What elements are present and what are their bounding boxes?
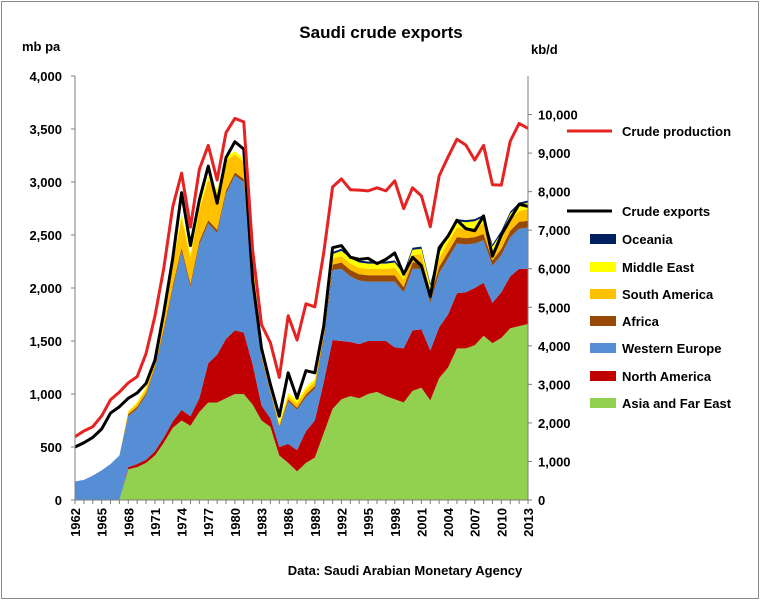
y-left-tick-label: 2,000 bbox=[29, 281, 62, 296]
legend-label-africa: Africa bbox=[622, 314, 660, 329]
y-left-tick-label: 0 bbox=[55, 493, 62, 508]
legend-label-oceania: Oceania bbox=[622, 232, 673, 247]
x-tick-label: 1980 bbox=[228, 508, 243, 537]
x-tick-label: 2010 bbox=[494, 508, 509, 537]
left-axis-unit: mb pa bbox=[22, 39, 61, 54]
y-right-tick-label: 2,000 bbox=[538, 416, 571, 431]
source-note: Data: Saudi Arabian Monetary Agency bbox=[288, 563, 523, 578]
line-crude-production bbox=[74, 116, 529, 439]
stacked-areas bbox=[75, 151, 528, 500]
legend-swatch-north-america bbox=[590, 371, 616, 381]
legend-label-crude-exports: Crude exports bbox=[622, 204, 710, 219]
legend-label-western-europe: Western Europe bbox=[622, 341, 721, 356]
x-tick-label: 2013 bbox=[521, 508, 536, 537]
x-tick-label: 2001 bbox=[414, 508, 429, 537]
x-tick-label: 1989 bbox=[308, 508, 323, 537]
y-left-tick-label: 3,000 bbox=[29, 175, 62, 190]
y-right-tick-label: 8,000 bbox=[538, 185, 571, 200]
x-tick-label: 1998 bbox=[388, 508, 403, 537]
right-axis-unit: kb/d bbox=[531, 42, 558, 57]
y-left-tick-label: 500 bbox=[40, 440, 62, 455]
legend: Crude production Crude exports Oceania Midd… bbox=[567, 124, 732, 411]
line-crude-exports bbox=[74, 140, 529, 449]
legend-label-asia-and-far-east: Asia and Far East bbox=[622, 396, 732, 411]
axes: 0 500 1,000 1,500 2,000 2,500 3,000 3,500 4,000 0… bbox=[29, 69, 577, 537]
x-tick-label: 2007 bbox=[468, 508, 483, 537]
legend-label-middle-east: Middle East bbox=[622, 260, 695, 275]
x-tick-label: 1977 bbox=[201, 508, 216, 537]
legend-label-north-america: North America bbox=[622, 369, 712, 384]
y-right-tick-label: 5,000 bbox=[538, 300, 571, 315]
line-series bbox=[74, 116, 529, 449]
chart-title: Saudi crude exports bbox=[299, 23, 462, 42]
legend-swatch-middle-east bbox=[590, 262, 616, 272]
x-tick-label: 1986 bbox=[281, 508, 296, 537]
legend-swatch-south-america bbox=[590, 289, 616, 299]
area-asia-and-far-east bbox=[75, 324, 528, 500]
y-left-tick-label: 1,500 bbox=[29, 334, 62, 349]
x-tick-label: 1971 bbox=[148, 508, 163, 537]
y-right-tick-label: 10,000 bbox=[538, 108, 578, 123]
x-tick-label: 1965 bbox=[95, 508, 110, 537]
y-left-tick-label: 1,000 bbox=[29, 387, 62, 402]
area-north-america bbox=[75, 268, 528, 500]
x-tick-label: 1962 bbox=[68, 508, 83, 537]
y-left-tick-label: 4,000 bbox=[29, 69, 62, 84]
x-tick-label: 1983 bbox=[255, 508, 270, 537]
x-tick-label: 1992 bbox=[334, 508, 349, 537]
x-tick-label: 1968 bbox=[121, 508, 136, 537]
legend-swatch-western-europe bbox=[590, 343, 616, 353]
y-left-tick-label: 3,500 bbox=[29, 122, 62, 137]
y-right-tick-label: 3,000 bbox=[538, 377, 571, 392]
x-tick-label: 2004 bbox=[441, 507, 456, 537]
y-right-tick-label: 4,000 bbox=[538, 339, 571, 354]
legend-label-south-america: South America bbox=[622, 287, 714, 302]
legend-label-crude-production: Crude production bbox=[622, 124, 731, 139]
x-tick-label: 1974 bbox=[175, 507, 190, 537]
x-tick-label: 1995 bbox=[361, 508, 376, 537]
y-right-tick-label: 1,000 bbox=[538, 454, 571, 469]
y-left-tick-label: 2,500 bbox=[29, 228, 62, 243]
area-south-america bbox=[75, 154, 528, 482]
y-right-tick-label: 9,000 bbox=[538, 146, 571, 161]
y-right-tick-label: 7,000 bbox=[538, 223, 571, 238]
y-right-tick-label: 0 bbox=[538, 493, 545, 508]
legend-swatch-oceania bbox=[590, 234, 616, 244]
legend-swatch-asia-and-far-east bbox=[590, 398, 616, 408]
area-western-europe bbox=[75, 175, 528, 500]
y-right-tick-label: 6,000 bbox=[538, 262, 571, 277]
legend-swatch-africa bbox=[590, 316, 616, 326]
